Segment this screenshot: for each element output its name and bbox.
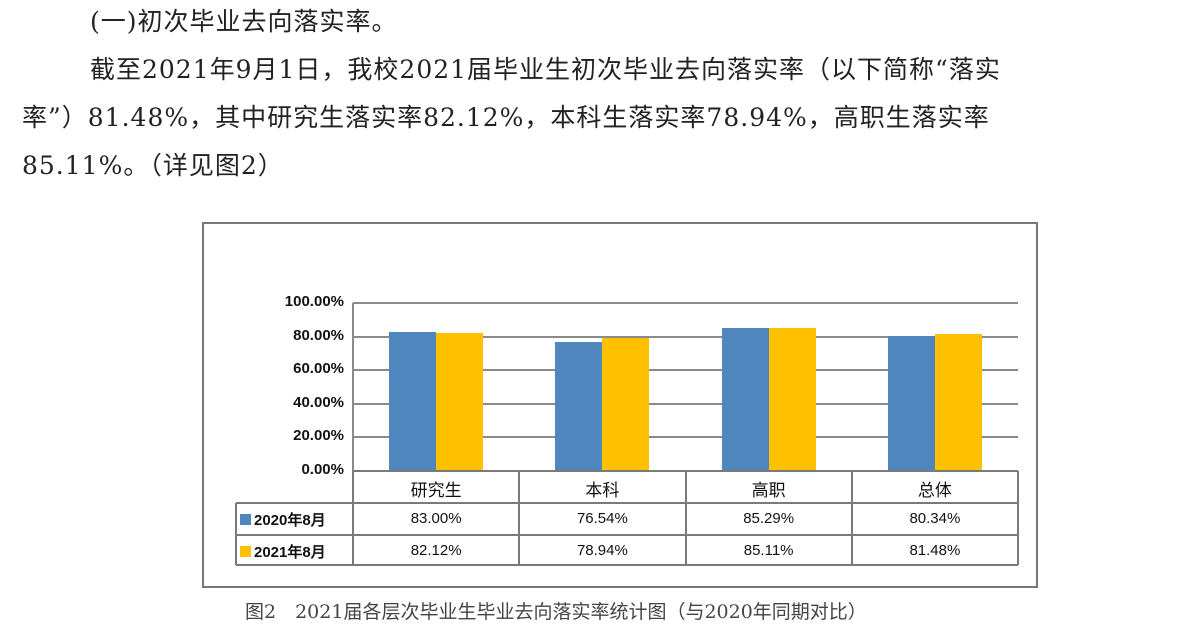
y-axis-tick-label: 20.00% [293,427,344,445]
data-table-value: 82.12% [410,542,462,559]
section-heading: (一)初次毕业去向落实率。 [90,7,398,36]
y-axis-tick-label: 0.00% [301,461,344,478]
table-gridline [352,471,354,565]
data-table-value: 85.29% [743,510,795,527]
legend-entry: 2021年8月 [240,541,326,562]
bar-2020 [721,327,769,471]
data-table-value: 83.00% [410,510,462,527]
table-gridline [236,564,1018,566]
bar-2020 [887,336,935,471]
gridline [353,335,1018,338]
bar-2021 [436,333,484,471]
bar-2021 [602,338,650,471]
legend-entry: 2020年8月 [240,509,326,530]
legend-swatch-icon [240,546,251,557]
bar-2020 [555,342,603,471]
table-gridline [850,471,853,565]
category-label: 研究生 [410,481,462,500]
category-label: 高职 [751,481,786,500]
legend-swatch-icon [240,514,251,525]
table-gridline [235,503,237,565]
data-table-value: 81.48% [909,542,961,559]
paragraph-line-3: 85.11%。（详见图2） [22,151,284,180]
legend-label: 2021年8月 [254,544,326,561]
bar-2020 [389,331,437,471]
gridline [353,402,1018,405]
y-axis-tick-label: 80.00% [293,326,344,344]
category-label: 本科 [585,481,620,500]
gridline [353,369,1018,372]
data-table-value: 76.54% [576,510,628,527]
plot-area-left-border [352,303,354,471]
gridline [353,302,1018,304]
table-gridline [236,534,1018,536]
bar-2021 [768,328,816,471]
paragraph-line-1: 截至2021年9月1日，我校2021届毕业生初次毕业去向落实率（以下简称“落实 [90,55,1001,84]
table-gridline [236,502,1018,504]
y-axis-tick-label: 100.00% [284,293,344,310]
data-table-value: 85.11% [743,542,794,559]
data-table-value: 78.94% [576,542,628,559]
y-axis-tick-label: 60.00% [293,360,344,378]
legend-label: 2020年8月 [254,512,326,529]
paragraph-line-2: 率”）81.48%，其中研究生落实率82.12%，本科生落实率78.94%，高职… [22,103,990,132]
y-axis-tick-label: 40.00% [293,393,344,411]
gridline [353,436,1018,439]
table-gridline [1017,471,1019,565]
bar-2021 [934,334,982,471]
data-table-value: 80.34% [909,510,961,527]
category-label: 总体 [917,481,952,500]
table-gridline [684,471,687,565]
table-gridline [518,471,521,565]
figure-caption: 图2 2021届各层次毕业生毕业去向落实率统计图（与2020年同期对比） [245,601,867,623]
